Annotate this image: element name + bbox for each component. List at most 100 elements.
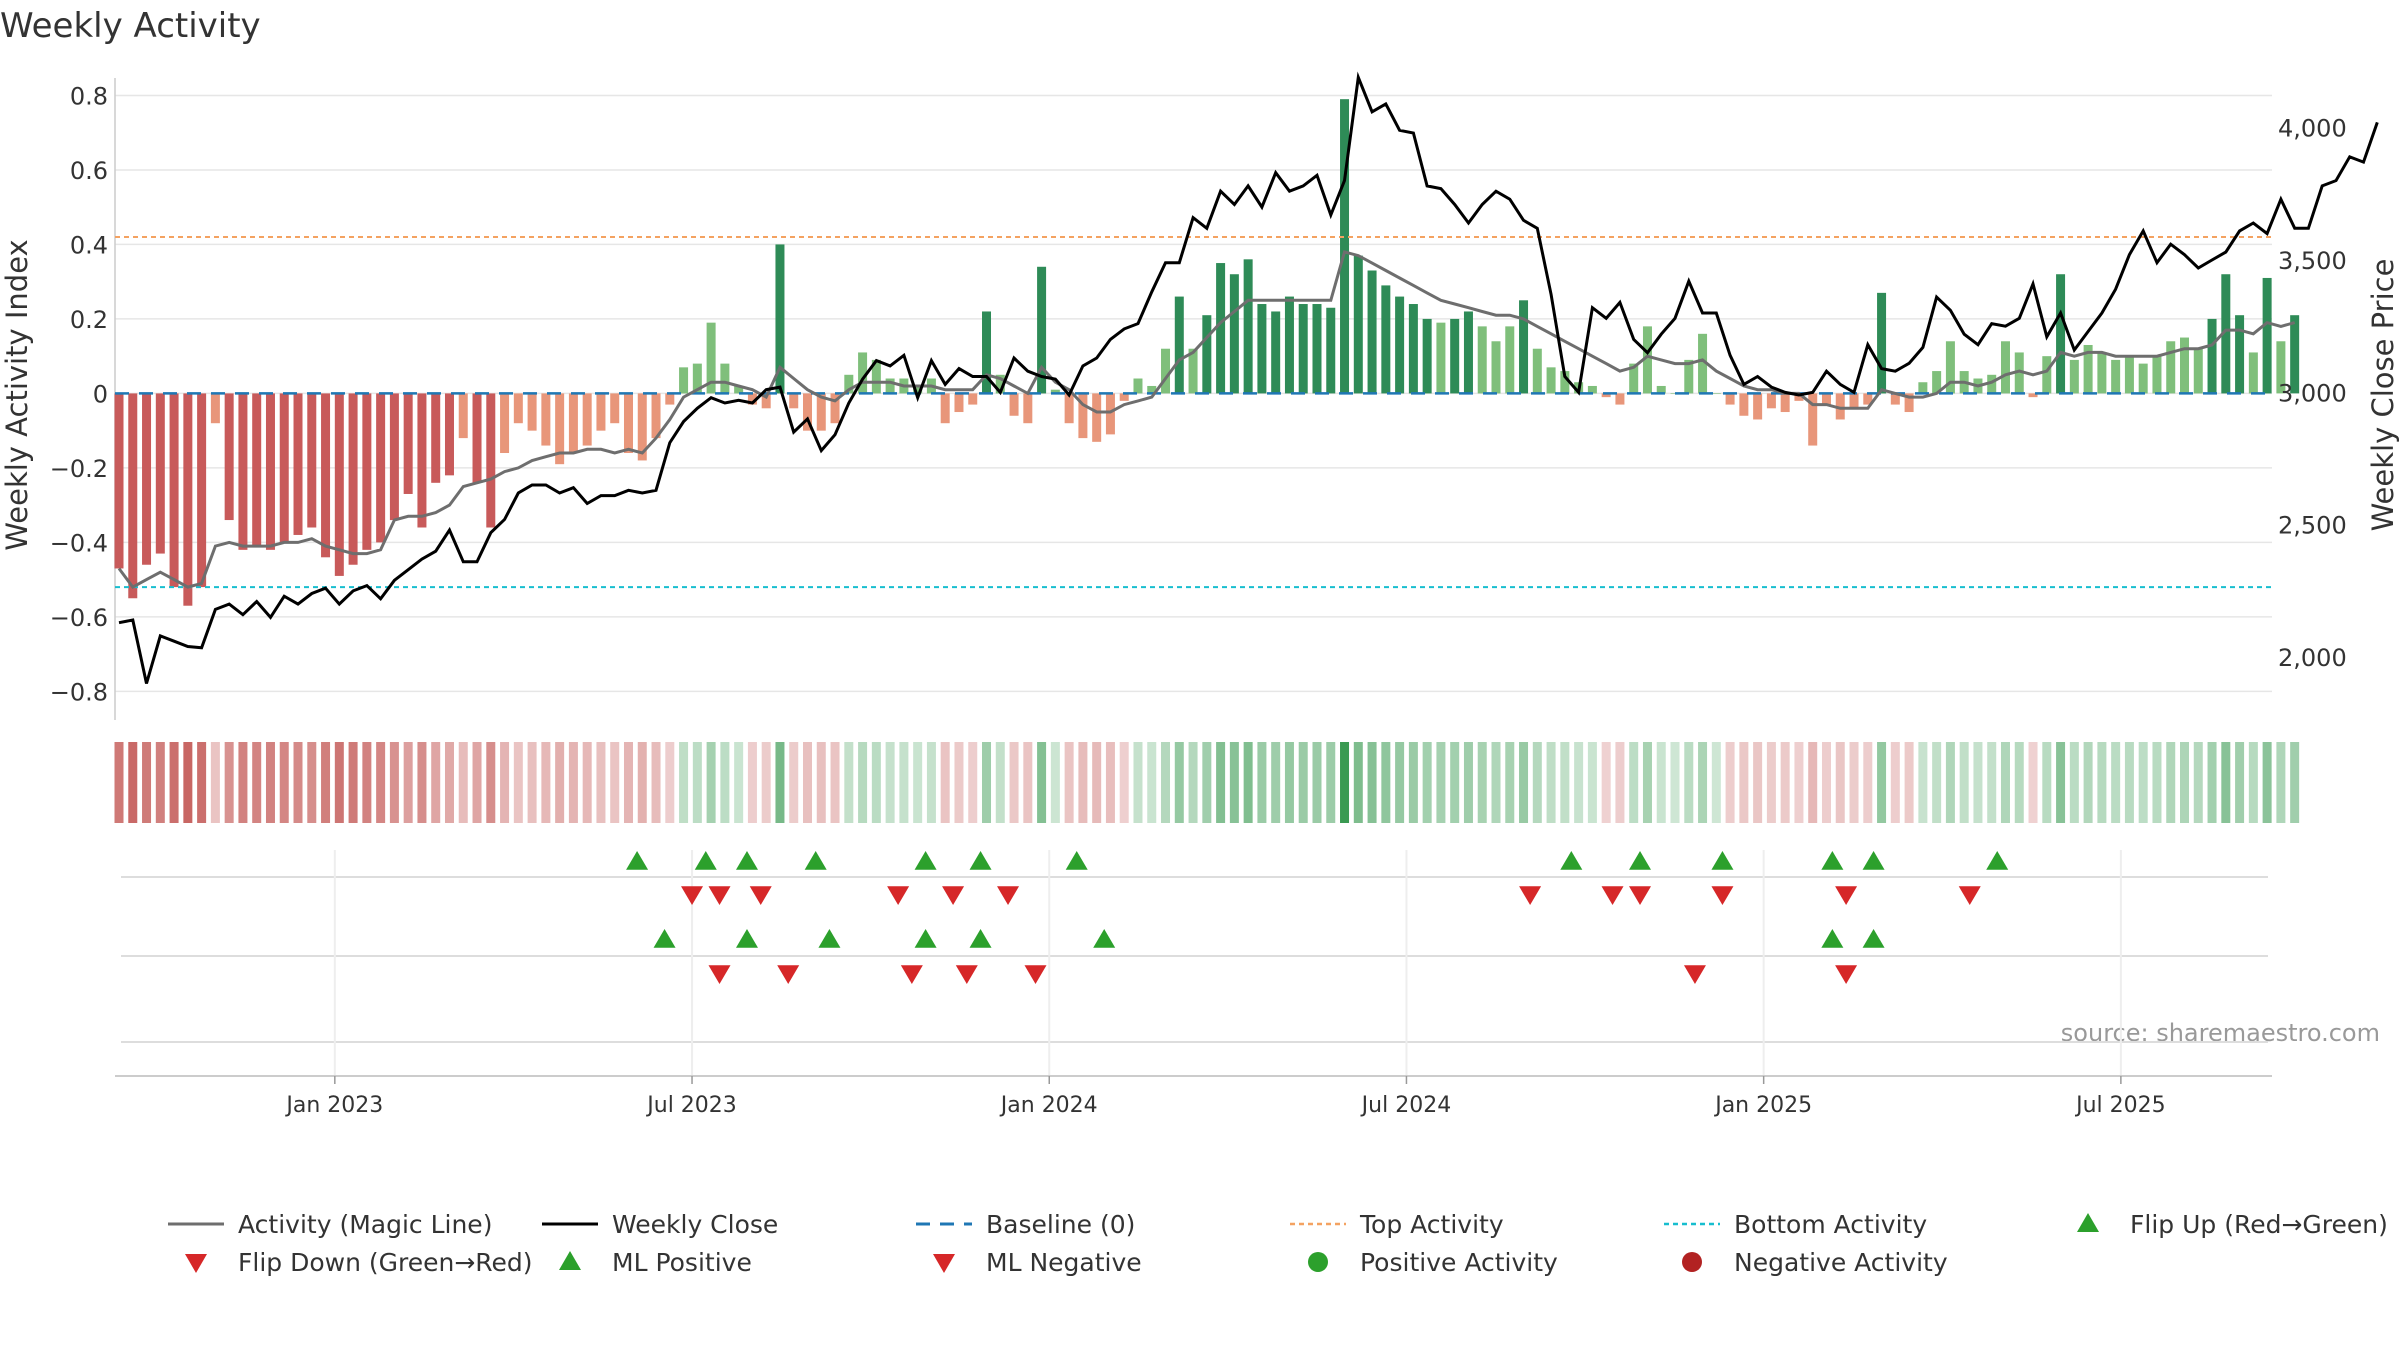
activity-bar — [1890, 393, 1900, 405]
legend-swatch — [2077, 1213, 2099, 1232]
flip-down-marker — [1024, 965, 1047, 984]
activity-bar — [2124, 356, 2134, 394]
activity-bar — [995, 374, 1005, 394]
activity-bar — [321, 393, 331, 558]
heat-cell — [679, 742, 689, 823]
heat-cell — [1395, 742, 1405, 823]
heat-cell — [1105, 742, 1115, 823]
heat-cell — [844, 742, 854, 823]
heat-cell — [142, 742, 152, 823]
y-tick-label: −0.8 — [50, 678, 108, 706]
heat-cell — [1849, 742, 1859, 823]
heat-cell — [1188, 742, 1198, 823]
y-tick-label: 0.8 — [70, 82, 108, 110]
activity-bar — [2248, 352, 2258, 394]
heat-cell — [1229, 742, 1239, 823]
heat-cell — [2262, 742, 2272, 823]
activity-bar — [2221, 274, 2231, 394]
heat-cell — [2152, 742, 2162, 823]
activity-bar — [1463, 311, 1473, 394]
heat-cell — [940, 742, 950, 823]
heat-cell — [265, 742, 275, 823]
heat-cell — [995, 742, 1005, 823]
activity-bar — [610, 393, 620, 424]
legend-label: Flip Up (Red→Green) — [2130, 1210, 2388, 1239]
activity-bar — [2000, 341, 2010, 394]
flip-down-marker — [1835, 965, 1858, 984]
flip-up-marker — [694, 851, 717, 870]
heat-cell — [651, 742, 661, 823]
activity-bar — [389, 393, 399, 521]
activity-bar — [596, 393, 606, 431]
activity-bar — [142, 393, 152, 565]
activity-bar — [210, 393, 220, 424]
heat-cell — [252, 742, 262, 823]
x-axis: Jan 2023 Jul 2023 Jan 2024 Jul 2024 Jan 2025… — [115, 1075, 2272, 1118]
legend-label: Positive Activity — [1360, 1248, 1558, 1277]
heat-cell — [1009, 742, 1019, 823]
activity-bar — [114, 393, 124, 569]
flip-down-marker — [997, 886, 1020, 905]
heat-cell — [1243, 742, 1253, 823]
heat-cell — [2290, 742, 2300, 823]
flip-up-marker — [653, 929, 676, 948]
heat-cell — [1078, 742, 1088, 823]
activity-bar — [1877, 292, 1887, 394]
activity-bar — [2235, 315, 2245, 394]
activity-bar — [1835, 393, 1845, 420]
activity-bar — [858, 352, 868, 394]
heat-cell — [1161, 742, 1171, 823]
activity-bar — [816, 393, 826, 431]
activity-bar — [348, 393, 358, 565]
flip-down-marker — [708, 886, 731, 905]
activity-bar — [486, 393, 496, 528]
activity-bar — [1560, 371, 1570, 394]
flip-up-marker — [1093, 929, 1116, 948]
heat-cell — [2042, 742, 2052, 823]
activity-bar — [1009, 393, 1019, 416]
heat-cell — [1216, 742, 1226, 823]
heat-cell — [1670, 742, 1680, 823]
weekly-close-line — [118, 71, 2379, 684]
activity-bar — [1587, 385, 1597, 394]
flip-up-marker — [1629, 851, 1652, 870]
heat-cell — [1973, 742, 1983, 823]
activity-bar — [775, 244, 785, 394]
heat-cell — [1422, 742, 1432, 823]
chart-title: Weekly Activity — [0, 6, 261, 46]
heat-cell — [527, 742, 537, 823]
legend-label: Weekly Close — [612, 1210, 778, 1239]
activity-bar — [1202, 315, 1212, 394]
heat-cell — [348, 742, 358, 823]
heat-cell — [1546, 742, 1556, 823]
heat-cell — [1877, 742, 1887, 823]
activity-bar — [913, 385, 923, 394]
heat-cell — [789, 742, 799, 823]
heat-cell — [1587, 742, 1597, 823]
flip-down-marker — [900, 965, 923, 984]
activity-bar — [2166, 341, 2176, 394]
flip-up-marker — [969, 851, 992, 870]
activity-bar — [472, 393, 482, 483]
activity-bar — [1711, 393, 1721, 395]
activity-bar — [197, 393, 207, 588]
activity-bar — [2083, 344, 2093, 394]
activity-bar — [1037, 266, 1047, 394]
heat-cell — [458, 742, 468, 823]
heat-cell — [761, 742, 771, 823]
flip-up-marker — [804, 851, 827, 870]
activity-bar — [1918, 382, 1928, 394]
y2-tick-label: 3,000 — [2278, 379, 2347, 407]
x-tick-label: Jul 2024 — [1360, 1093, 1452, 1118]
legend-label: Flip Down (Green→Red) — [238, 1248, 533, 1277]
activity-bar — [1133, 378, 1143, 394]
heat-cell — [1766, 742, 1776, 823]
activity-bar — [1753, 393, 1763, 420]
activity-bar — [954, 393, 964, 413]
heat-cell — [500, 742, 510, 823]
x-tick-label: Jan 2025 — [1713, 1093, 1812, 1118]
heat-cell — [472, 742, 482, 823]
heat-cell — [2180, 742, 2189, 823]
activity-bar — [568, 393, 578, 454]
heat-cell — [1560, 742, 1570, 823]
